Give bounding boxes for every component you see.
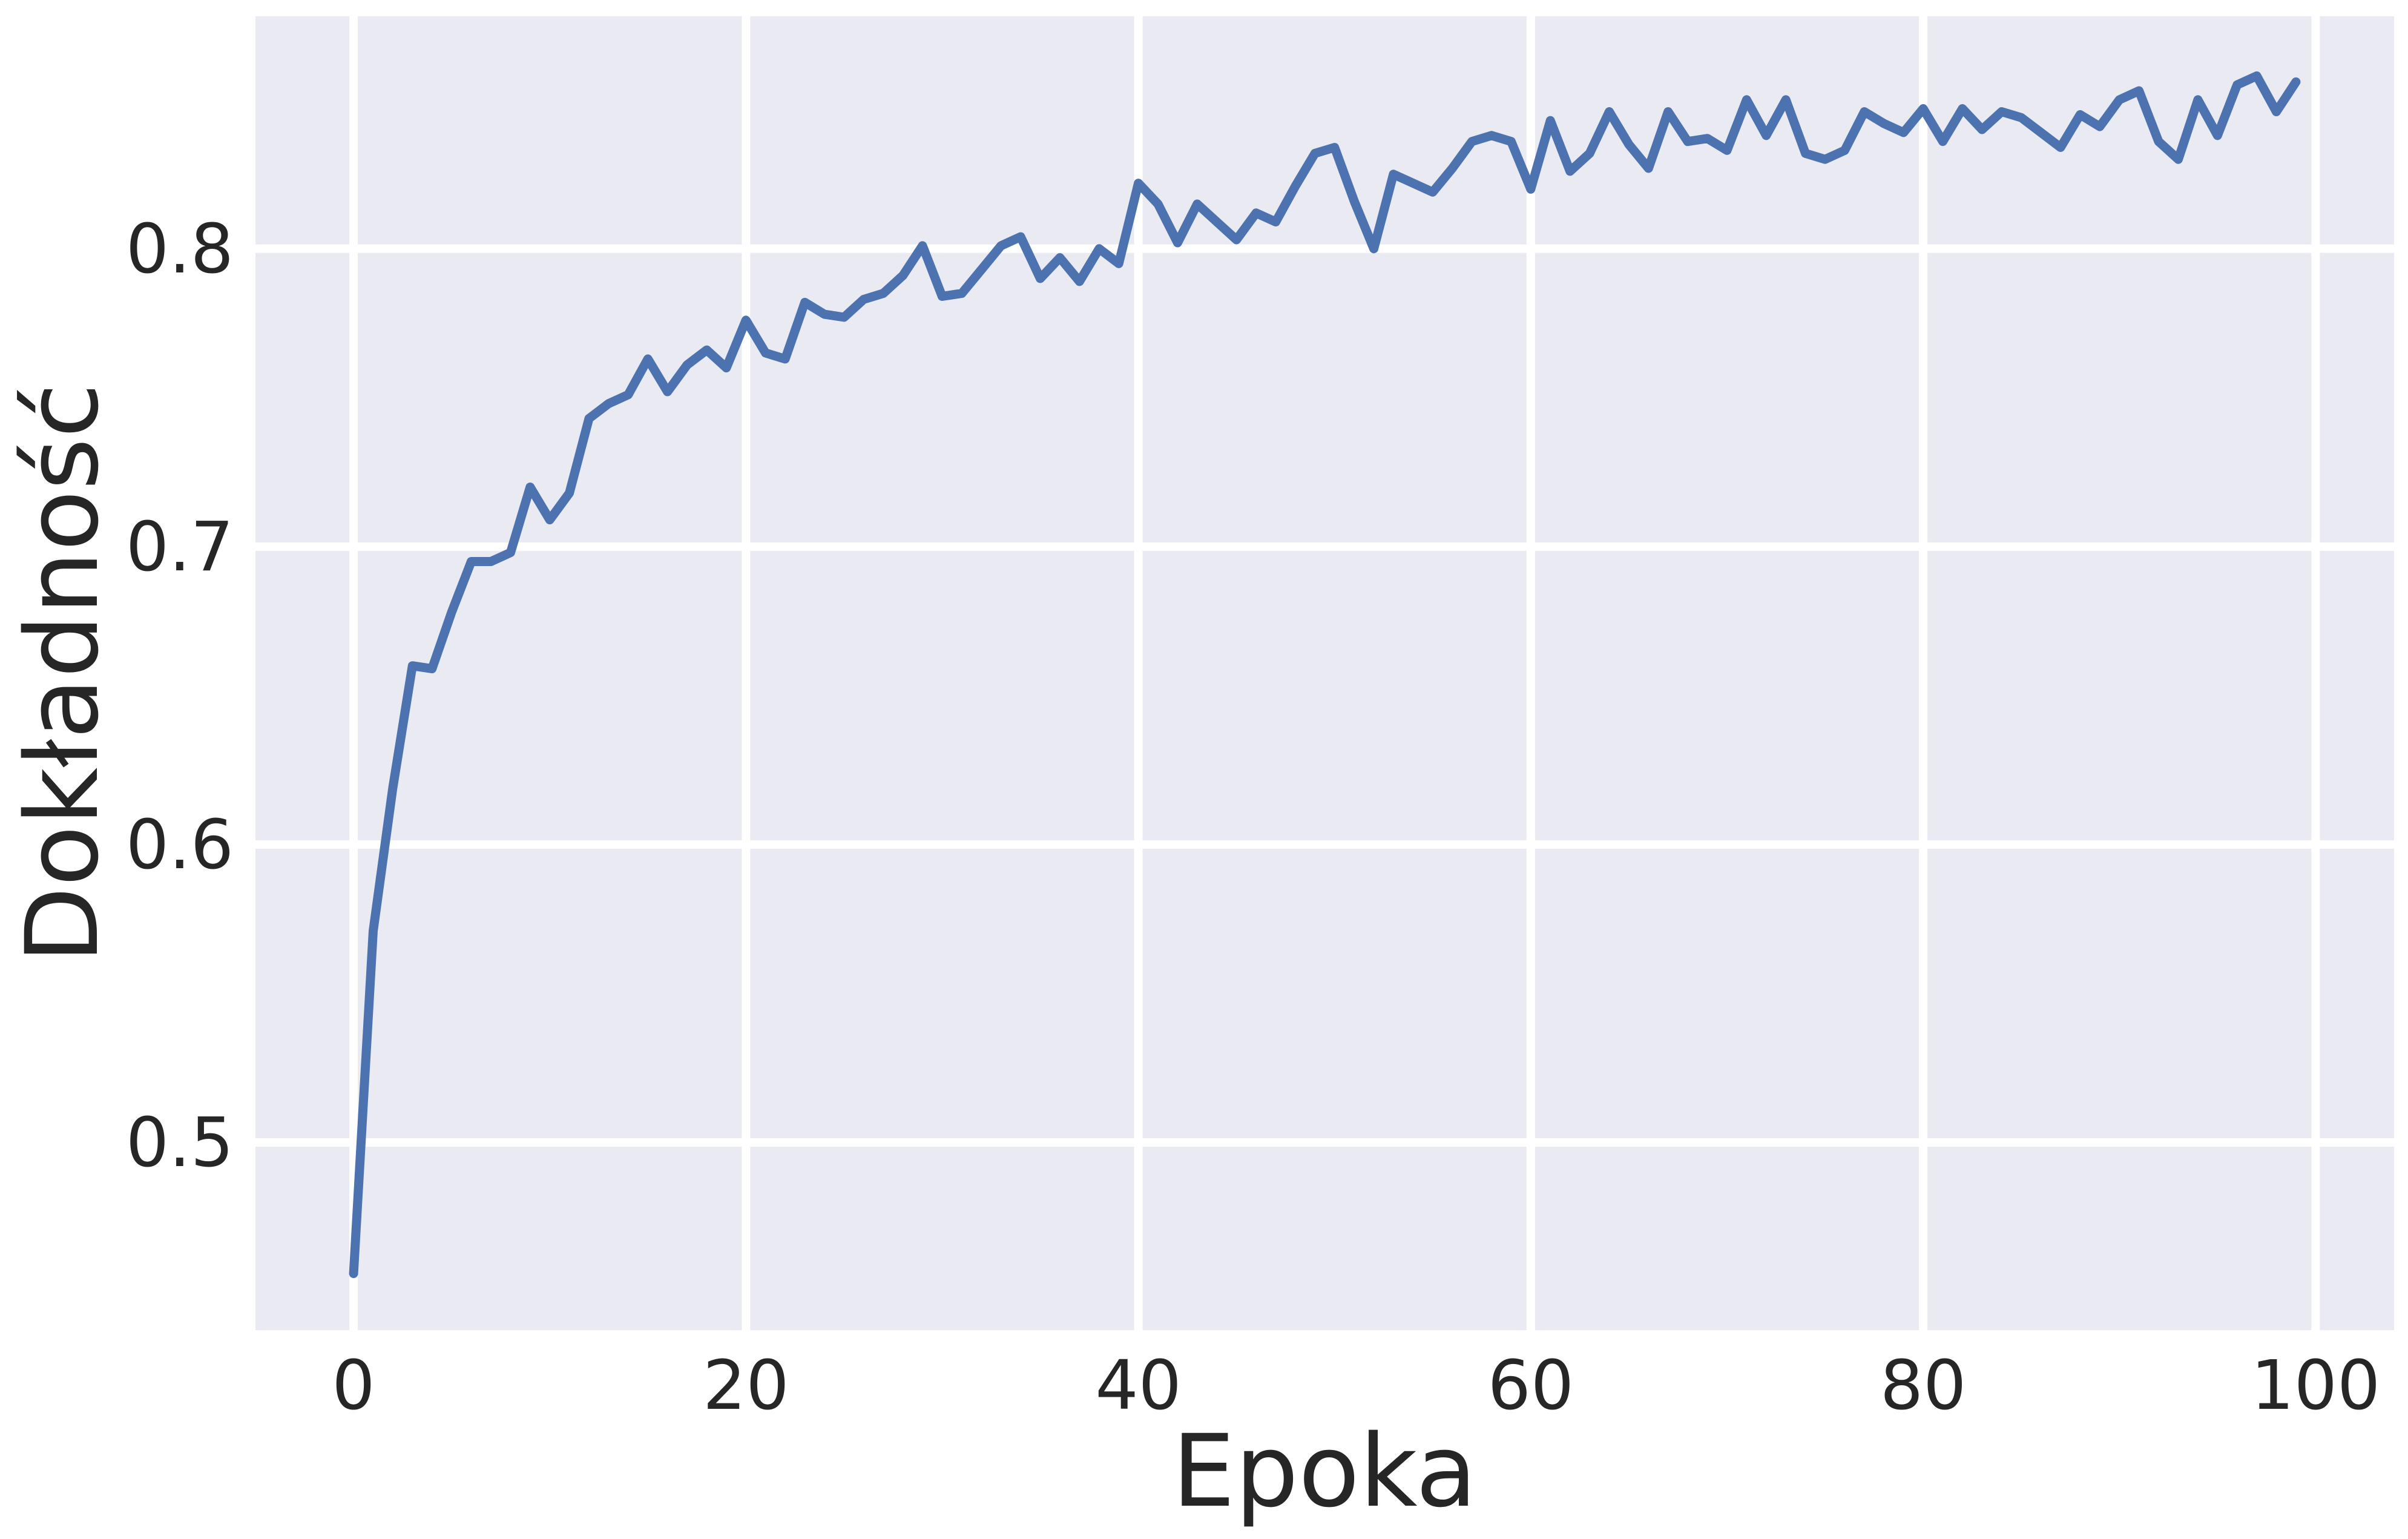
x-tick-label: 20 [703, 1346, 789, 1425]
y-tick-label: 0.5 [126, 1104, 234, 1182]
y-tick-label: 0.6 [126, 806, 234, 885]
x-axis-title: Epoka [1172, 1413, 1477, 1529]
x-tick-label: 80 [1880, 1346, 1967, 1425]
y-axis-title: Dokładność [4, 383, 120, 964]
y-tick-label: 0.7 [126, 508, 234, 587]
accuracy-line [349, 71, 2301, 1278]
grid-lines [255, 16, 2394, 1330]
series-layer [349, 71, 2301, 1278]
x-tick-label: 60 [1488, 1346, 1574, 1425]
y-tick-labels: 0.5 0.6 0.7 0.8 [126, 210, 234, 1182]
y-tick-label: 0.8 [126, 210, 234, 289]
x-tick-label: 100 [2251, 1346, 2380, 1425]
plot-background [255, 16, 2394, 1330]
x-tick-labels: 0 20 40 60 80 100 [332, 1346, 2380, 1425]
x-tick-label: 0 [332, 1346, 375, 1425]
x-tick-label: 40 [1095, 1346, 1182, 1425]
